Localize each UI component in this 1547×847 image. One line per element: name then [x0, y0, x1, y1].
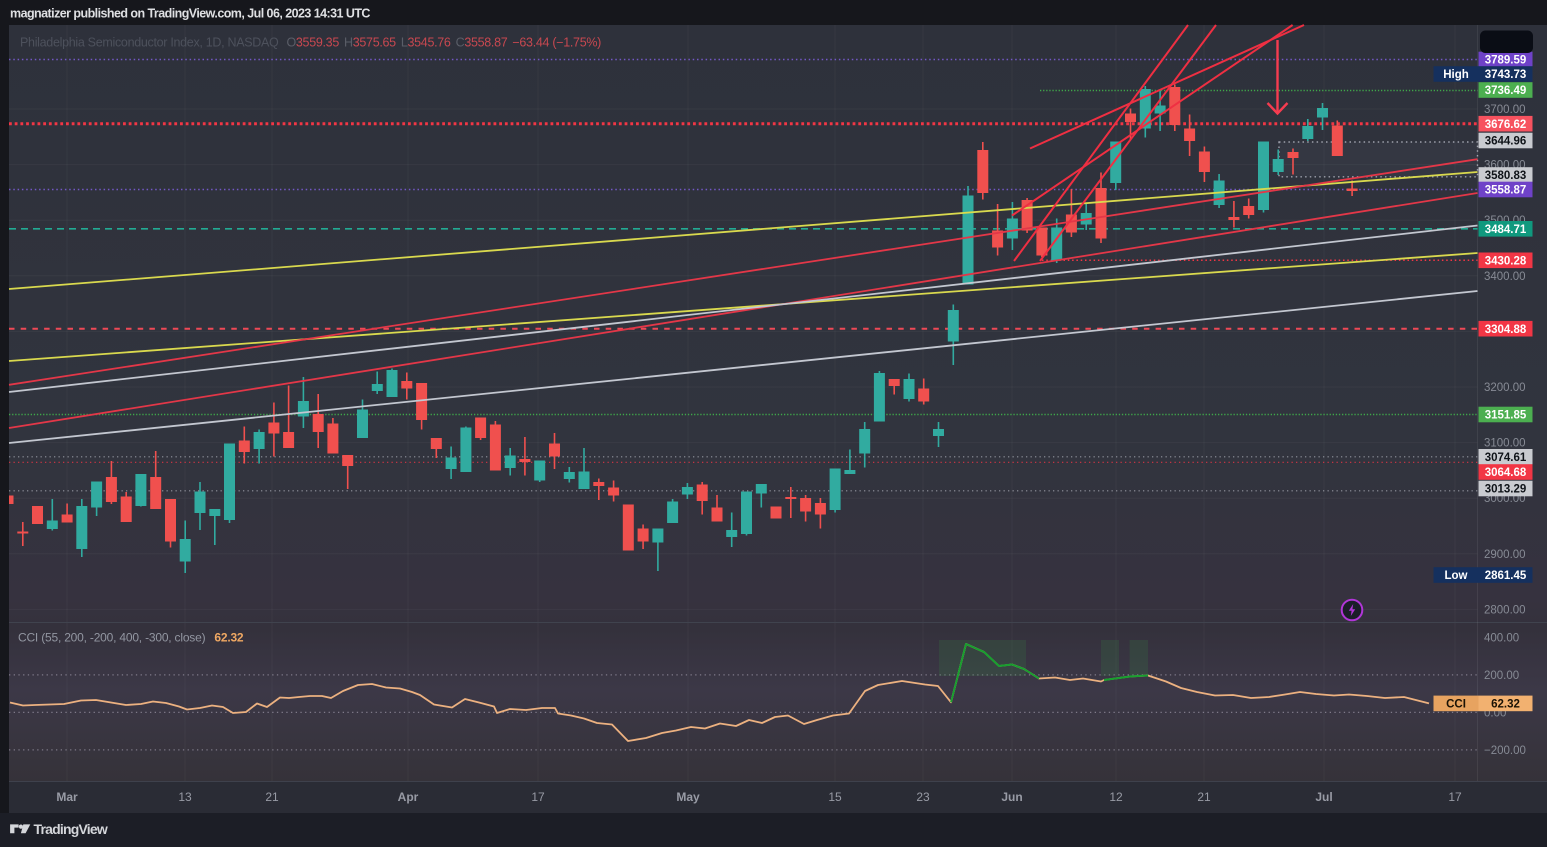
svg-text:200.00: 200.00	[1484, 670, 1519, 682]
svg-text:17: 17	[531, 790, 545, 804]
svg-text:3013.29: 3013.29	[1485, 484, 1527, 496]
svg-text:3200.00: 3200.00	[1484, 382, 1526, 394]
svg-text:magnatizer published on Tradin: magnatizer published on TradingView.com,…	[10, 7, 370, 21]
svg-text:Mar: Mar	[56, 790, 78, 804]
svg-text:12: 12	[1109, 790, 1123, 804]
svg-text:3400.00: 3400.00	[1484, 271, 1526, 283]
svg-text:3580.83: 3580.83	[1485, 170, 1527, 182]
svg-text:21: 21	[265, 790, 279, 804]
svg-text:2900.00: 2900.00	[1484, 549, 1526, 561]
svg-text:3430.28: 3430.28	[1485, 256, 1527, 268]
svg-text:3743.73: 3743.73	[1485, 69, 1527, 81]
svg-text:3789.59: 3789.59	[1485, 55, 1527, 67]
svg-text:2800.00: 2800.00	[1484, 604, 1526, 616]
svg-text:17: 17	[1448, 790, 1462, 804]
svg-text:400.00: 400.00	[1484, 632, 1519, 644]
svg-text:3676.62: 3676.62	[1485, 119, 1527, 131]
svg-text:13: 13	[178, 790, 192, 804]
svg-text:Jun: Jun	[1001, 790, 1022, 804]
svg-text:3736.49: 3736.49	[1485, 85, 1527, 97]
svg-text:3064.68: 3064.68	[1485, 467, 1527, 479]
svg-text:3304.88: 3304.88	[1485, 324, 1527, 336]
svg-text:2861.45: 2861.45	[1485, 570, 1527, 582]
svg-text:3100.00: 3100.00	[1484, 438, 1526, 450]
svg-text:Apr: Apr	[398, 790, 419, 804]
svg-text:TradingView: TradingView	[34, 821, 108, 837]
svg-text:15: 15	[828, 790, 842, 804]
svg-text:3700.00: 3700.00	[1484, 104, 1526, 116]
svg-text:3644.96: 3644.96	[1485, 136, 1527, 148]
svg-text:62.32: 62.32	[1491, 699, 1520, 711]
svg-text:3484.71: 3484.71	[1485, 224, 1527, 236]
svg-text:Low: Low	[1445, 570, 1468, 582]
svg-text:−200.00: −200.00	[1484, 745, 1526, 757]
svg-text:3558.87: 3558.87	[1485, 185, 1527, 197]
svg-text:23: 23	[916, 790, 930, 804]
svg-text:Philadelphia Semiconductor Ind: Philadelphia Semiconductor Index, 1D, NA…	[20, 36, 601, 50]
svg-text:May: May	[676, 790, 700, 804]
svg-text:21: 21	[1197, 790, 1211, 804]
svg-text:Jul: Jul	[1315, 790, 1332, 804]
svg-text:High: High	[1443, 69, 1469, 81]
svg-text:3151.85: 3151.85	[1485, 410, 1527, 422]
svg-text:3074.61: 3074.61	[1485, 452, 1527, 464]
svg-text:CCI: CCI	[1446, 699, 1466, 711]
svg-text:CCI (55, 200, -200, 400, -300,: CCI (55, 200, -200, 400, -300, close) 62.…	[18, 631, 244, 645]
